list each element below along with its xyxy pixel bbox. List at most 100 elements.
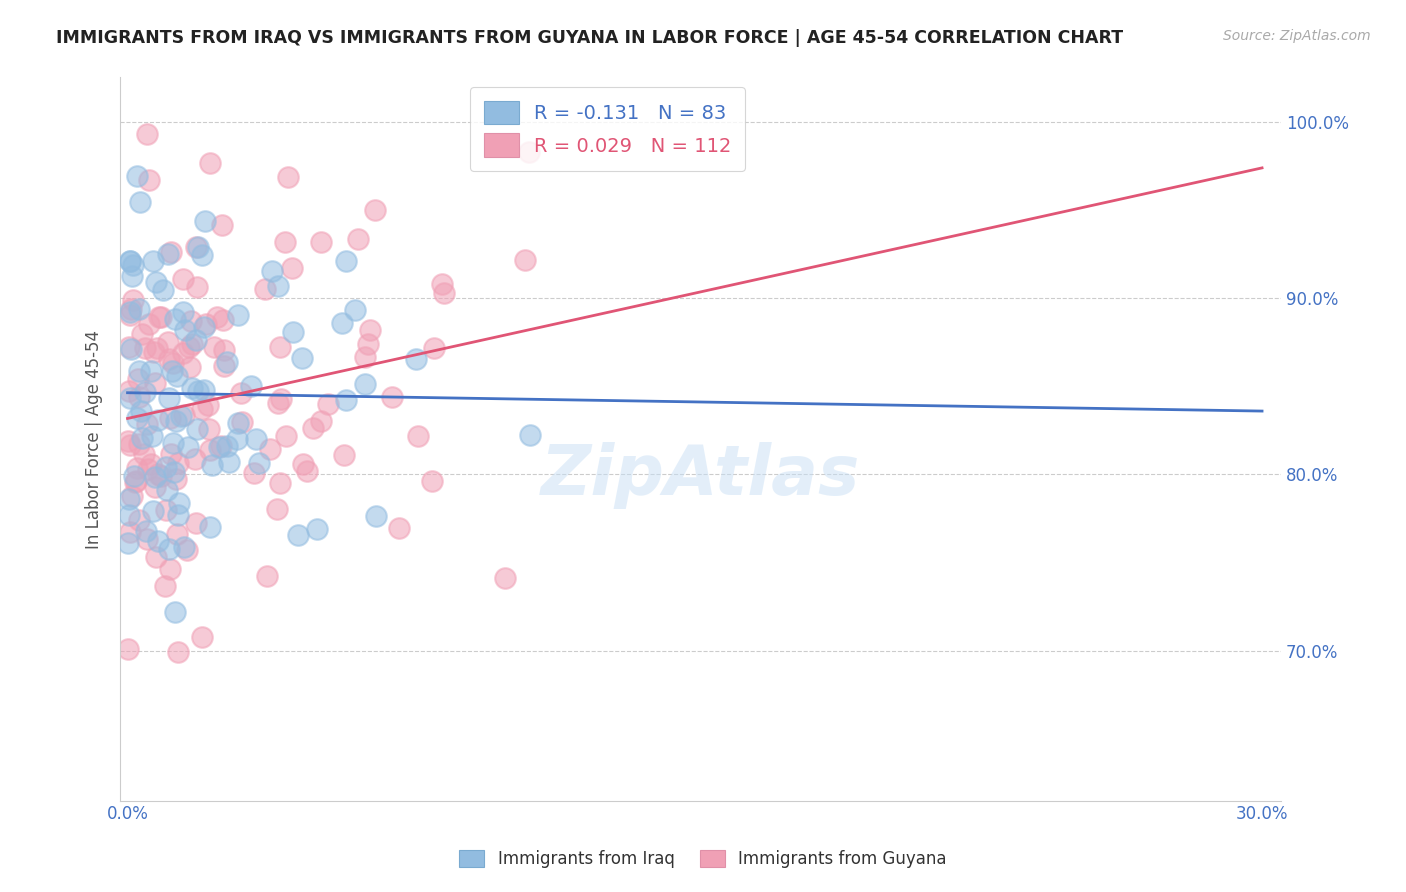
Point: [433, 286, 456, 301]
Point: [347, 232, 370, 246]
Point: [172, 272, 194, 286]
Point: [118, 340, 141, 354]
Point: [180, 337, 202, 351]
Point: [136, 461, 159, 475]
Point: [162, 357, 184, 371]
Point: [145, 275, 167, 289]
Point: [143, 480, 166, 494]
Point: [117, 434, 139, 449]
Point: [274, 235, 297, 249]
Point: [159, 411, 181, 425]
Point: [226, 432, 249, 446]
Point: [226, 308, 249, 322]
Point: [149, 310, 172, 325]
Point: [363, 202, 385, 217]
Point: [138, 173, 160, 187]
Point: [208, 440, 231, 454]
Point: [515, 252, 537, 267]
Point: [259, 442, 281, 456]
Point: [155, 503, 177, 517]
Point: [138, 317, 160, 331]
Point: [120, 438, 142, 452]
Point: [143, 376, 166, 390]
Point: [160, 364, 183, 378]
Point: [239, 379, 262, 393]
Point: [157, 391, 180, 405]
Point: [364, 509, 387, 524]
Legend: R = -0.131   N = 83, R = 0.029   N = 112: R = -0.131 N = 83, R = 0.029 N = 112: [470, 87, 745, 170]
Point: [243, 466, 266, 480]
Point: [200, 520, 222, 534]
Point: [132, 447, 155, 461]
Point: [148, 310, 170, 324]
Point: [118, 305, 141, 319]
Point: [193, 384, 215, 398]
Point: [193, 319, 215, 334]
Point: [332, 316, 354, 330]
Point: [143, 470, 166, 484]
Point: [124, 475, 146, 489]
Point: [269, 340, 291, 354]
Point: [129, 194, 152, 209]
Point: [287, 528, 309, 542]
Point: [146, 467, 169, 481]
Point: [198, 422, 221, 436]
Point: [430, 277, 453, 291]
Point: [143, 344, 166, 359]
Point: [134, 385, 156, 400]
Point: [117, 536, 139, 550]
Point: [179, 360, 201, 375]
Point: [141, 429, 163, 443]
Point: [307, 522, 329, 536]
Point: [139, 364, 162, 378]
Point: [148, 533, 170, 548]
Point: [277, 170, 299, 185]
Point: [128, 390, 150, 404]
Point: [121, 269, 143, 284]
Point: [335, 393, 357, 408]
Point: [166, 508, 188, 522]
Point: [343, 303, 366, 318]
Point: [163, 605, 186, 619]
Point: [269, 475, 291, 490]
Point: [121, 489, 143, 503]
Point: [316, 396, 339, 410]
Point: [120, 301, 142, 316]
Point: [173, 540, 195, 554]
Point: [167, 456, 190, 470]
Point: [187, 384, 209, 399]
Point: [134, 342, 156, 356]
Point: [205, 310, 228, 324]
Point: [163, 465, 186, 479]
Point: [128, 302, 150, 317]
Point: [177, 440, 200, 454]
Point: [218, 455, 240, 469]
Point: [177, 340, 200, 354]
Point: [267, 395, 290, 409]
Point: [118, 384, 141, 398]
Point: [156, 483, 179, 497]
Point: [159, 562, 181, 576]
Point: [128, 512, 150, 526]
Point: [186, 422, 208, 436]
Point: [291, 351, 314, 365]
Point: [423, 341, 446, 355]
Point: [166, 369, 188, 384]
Point: [180, 314, 202, 328]
Point: [118, 253, 141, 268]
Point: [184, 516, 207, 530]
Point: [145, 550, 167, 565]
Point: [354, 376, 377, 391]
Point: [156, 335, 179, 350]
Point: [149, 468, 172, 483]
Point: [129, 403, 152, 417]
Point: [194, 214, 217, 228]
Point: [201, 458, 224, 472]
Point: [211, 218, 233, 232]
Point: [309, 235, 332, 249]
Text: ZipAtlas: ZipAtlas: [541, 442, 860, 508]
Point: [256, 569, 278, 583]
Point: [170, 409, 193, 423]
Point: [217, 355, 239, 369]
Point: [217, 439, 239, 453]
